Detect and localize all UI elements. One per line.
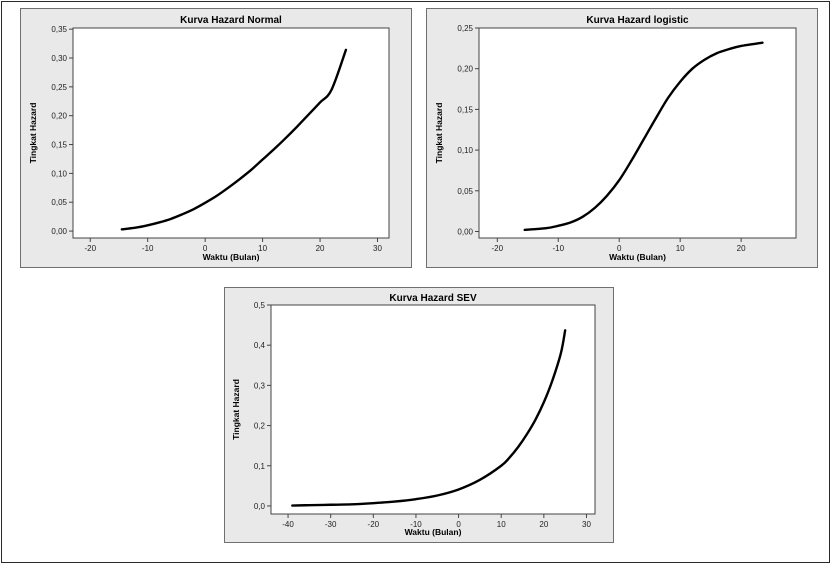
x-tick-label: -20 <box>492 244 504 253</box>
y-tick-label: 0,00 <box>457 227 473 236</box>
x-tick-label: -10 <box>552 244 564 253</box>
y-tick-label: 0,00 <box>51 227 67 236</box>
x-axis-label: Waktu (Bulan) <box>405 527 462 537</box>
chart-panel-normal: Kurva Hazard Normal Waktu (Bulan) Tingkat … <box>20 8 412 268</box>
x-tick-label: -20 <box>84 244 96 253</box>
x-tick-label: 0 <box>456 520 461 529</box>
chart-title: Kurva Hazard logistic <box>586 15 689 26</box>
x-tick-label: -40 <box>282 520 294 529</box>
y-tick-label: 0,10 <box>457 146 473 155</box>
x-tick-label: 0 <box>203 244 208 253</box>
y-tick-label: 0,20 <box>51 112 67 121</box>
y-tick-label: 0,30 <box>51 54 67 63</box>
chart-logistic: Kurva Hazard logistic Waktu (Bulan) Tingka… <box>434 15 797 262</box>
y-tick-label: 0,05 <box>51 198 67 207</box>
x-tick-label: -20 <box>368 520 380 529</box>
x-tick-label: 20 <box>316 244 325 253</box>
hazard-curve <box>120 48 348 231</box>
y-tick-label: 0,05 <box>457 187 473 196</box>
y-axis-label: Tingkat Hazard <box>28 103 38 164</box>
y-tick-label: 0,25 <box>51 83 67 92</box>
y-tick-label: 0,3 <box>254 381 266 390</box>
y-tick-label: 0,15 <box>51 141 67 150</box>
chart-normal: Kurva Hazard Normal Waktu (Bulan) Tingkat … <box>28 15 390 262</box>
y-tick-label: 0,35 <box>51 25 67 34</box>
x-tick-label: -10 <box>410 520 422 529</box>
x-tick-label: 20 <box>539 520 548 529</box>
y-tick-label: 0,2 <box>254 422 266 431</box>
x-tick-label: -30 <box>325 520 337 529</box>
x-tick-label: 10 <box>497 520 506 529</box>
plot-area <box>72 27 390 239</box>
y-tick-label: 0,25 <box>457 24 473 33</box>
y-tick-label: 0,15 <box>457 105 473 114</box>
x-tick-label: 20 <box>737 244 746 253</box>
x-axis-label: Waktu (Bulan) <box>609 252 666 262</box>
x-tick-label: 10 <box>676 244 685 253</box>
y-axis-label: Tingkat Hazard <box>231 379 241 440</box>
x-axis-label: Waktu (Bulan) <box>203 252 260 262</box>
hazard-curve <box>291 329 567 507</box>
plot-area <box>478 27 797 239</box>
chart-title: Kurva Hazard Normal <box>180 15 282 26</box>
x-tick-label: 30 <box>582 520 591 529</box>
y-tick-label: 0,4 <box>254 341 266 350</box>
x-tick-label: 30 <box>373 244 382 253</box>
y-tick-label: 0,20 <box>457 65 473 74</box>
x-tick-label: 0 <box>617 244 622 253</box>
y-tick-label: 0,5 <box>254 301 266 310</box>
x-tick-label: -10 <box>142 244 154 253</box>
chart-title: Kurva Hazard SEV <box>389 293 477 304</box>
x-tick-label: 10 <box>258 244 267 253</box>
y-tick-label: 0,0 <box>254 502 266 511</box>
y-tick-label: 0,10 <box>51 169 67 178</box>
chart-sev: Kurva Hazard SEV Waktu (Bulan) Tingkat Haz… <box>231 293 596 537</box>
hazard-curve <box>523 41 764 232</box>
chart-panel-sev: Kurva Hazard SEV Waktu (Bulan) Tingkat Haz… <box>224 287 614 543</box>
plot-area <box>270 304 596 515</box>
y-axis-label: Tingkat Hazard <box>434 103 444 164</box>
chart-panel-logistic: Kurva Hazard logistic Waktu (Bulan) Tingka… <box>426 8 818 268</box>
y-tick-label: 0,1 <box>254 462 266 471</box>
